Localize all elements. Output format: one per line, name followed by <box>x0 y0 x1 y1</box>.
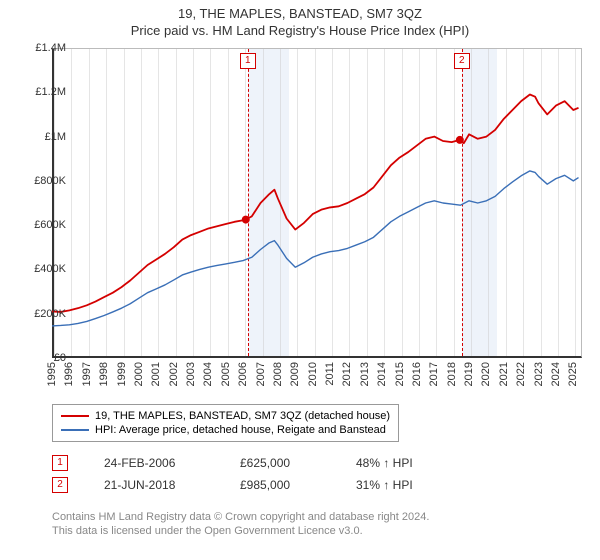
chart-title: 19, THE MAPLES, BANSTEAD, SM7 3QZ <box>0 0 600 21</box>
x-tick-label: 2019 <box>463 362 475 386</box>
chart-svg <box>52 48 582 358</box>
x-tick-label: 2000 <box>133 362 145 386</box>
footer: Contains HM Land Registry data © Crown c… <box>52 510 429 539</box>
x-tick-label: 2022 <box>515 362 527 386</box>
series-hpi <box>52 171 579 326</box>
sale-delta: 48% ↑ HPI <box>356 456 413 470</box>
x-tick-label: 2017 <box>428 362 440 386</box>
x-tick-label: 2002 <box>168 362 180 386</box>
sale-price: £625,000 <box>240 456 320 470</box>
x-tick-label: 1998 <box>98 362 110 386</box>
x-tick-label: 2010 <box>307 362 319 386</box>
legend-label: HPI: Average price, detached house, Reig… <box>95 424 386 436</box>
sale-dot <box>456 136 464 144</box>
x-tick-label: 2024 <box>550 362 562 386</box>
x-tick-label: 2006 <box>237 362 249 386</box>
x-tick-label: 2007 <box>255 362 267 386</box>
x-tick-label: 2025 <box>567 362 579 386</box>
sale-row: 1 24-FEB-2006 £625,000 48% ↑ HPI <box>52 452 413 474</box>
x-tick-label: 1997 <box>81 362 93 386</box>
sale-marker-box: 2 <box>52 477 68 493</box>
sale-price: £985,000 <box>240 478 320 492</box>
legend-label: 19, THE MAPLES, BANSTEAD, SM7 3QZ (detac… <box>95 410 390 422</box>
y-tick-label: £400K <box>18 263 66 275</box>
sale-delta: 31% ↑ HPI <box>356 478 413 492</box>
x-tick-label: 2012 <box>341 362 353 386</box>
chart-area: 12 <box>52 48 582 358</box>
x-tick-label: 2013 <box>359 362 371 386</box>
footer-line2: This data is licensed under the Open Gov… <box>52 524 429 538</box>
x-tick-label: 2009 <box>289 362 301 386</box>
y-tick-label: £600K <box>18 219 66 231</box>
chart-subtitle: Price paid vs. HM Land Registry's House … <box>0 21 600 42</box>
x-tick-label: 2008 <box>272 362 284 386</box>
x-tick-label: 2014 <box>376 362 388 386</box>
x-tick-label: 1999 <box>116 362 128 386</box>
x-tick-label: 2016 <box>411 362 423 386</box>
sale-dot <box>242 216 250 224</box>
sale-marker-box: 1 <box>52 455 68 471</box>
x-tick-label: 2015 <box>394 362 406 386</box>
legend-swatch <box>61 415 89 417</box>
sale-date: 24-FEB-2006 <box>104 456 204 470</box>
x-tick-label: 2001 <box>150 362 162 386</box>
y-tick-label: £800K <box>18 175 66 187</box>
y-tick-label: £1.4M <box>18 42 66 54</box>
series-property <box>52 95 579 312</box>
x-tick-label: 2011 <box>324 362 336 386</box>
legend-row: HPI: Average price, detached house, Reig… <box>61 423 390 437</box>
x-tick-label: 2018 <box>446 362 458 386</box>
chart-container: 19, THE MAPLES, BANSTEAD, SM7 3QZ Price … <box>0 0 600 560</box>
sale-date: 21-JUN-2018 <box>104 478 204 492</box>
y-tick-label: £1M <box>18 131 66 143</box>
y-tick-label: £0 <box>18 352 66 364</box>
sale-row: 2 21-JUN-2018 £985,000 31% ↑ HPI <box>52 474 413 496</box>
x-tick-label: 1995 <box>46 362 58 386</box>
x-tick-label: 2023 <box>533 362 545 386</box>
x-tick-label: 2021 <box>498 362 510 386</box>
legend: 19, THE MAPLES, BANSTEAD, SM7 3QZ (detac… <box>52 404 399 442</box>
x-tick-label: 2003 <box>185 362 197 386</box>
x-tick-label: 1996 <box>63 362 75 386</box>
x-tick-label: 2004 <box>202 362 214 386</box>
sales-table: 1 24-FEB-2006 £625,000 48% ↑ HPI 2 21-JUN-201… <box>52 452 413 496</box>
legend-swatch <box>61 429 89 431</box>
x-tick-label: 2005 <box>220 362 232 386</box>
footer-line1: Contains HM Land Registry data © Crown c… <box>52 510 429 524</box>
x-tick-label: 2020 <box>480 362 492 386</box>
y-tick-label: £200K <box>18 308 66 320</box>
y-tick-label: £1.2M <box>18 86 66 98</box>
legend-row: 19, THE MAPLES, BANSTEAD, SM7 3QZ (detac… <box>61 409 390 423</box>
